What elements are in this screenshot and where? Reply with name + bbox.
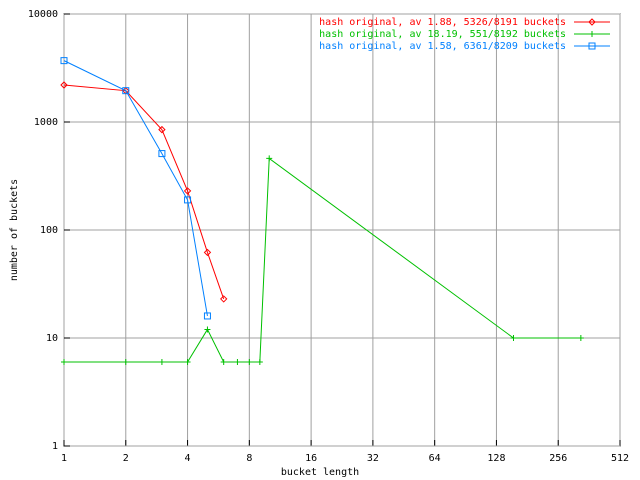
legend-label: hash original, av 1.58, 6361/8209 bucket… [319,41,566,52]
marker [61,358,67,365]
marker [60,57,68,65]
marker [184,358,191,365]
x-tick-label: 256 [549,453,567,464]
marker [577,335,584,341]
marker [204,326,211,333]
x-tick-label: 8 [246,453,252,464]
x-tick-label: 512 [611,453,629,464]
y-tick-label: 10 [46,333,58,344]
marker [220,358,227,365]
x-axis-label: bucket length [281,467,359,478]
y-tick-label: 1 [52,441,58,452]
marker [184,196,192,204]
series-line [63,60,208,317]
legend-label: hash original, av 1.88, 5326/8191 bucket… [319,17,566,28]
x-tick-label: 4 [185,453,191,464]
y-tick-label: 10000 [28,9,58,20]
marker [589,31,595,37]
marker [158,125,166,134]
marker [510,335,517,341]
marker [234,358,241,365]
marker [246,358,253,365]
series-line [63,84,225,300]
marker [122,358,129,365]
x-tick-label: 128 [487,453,505,464]
marker [122,87,130,95]
marker [219,295,228,303]
marker [266,155,273,162]
marker [158,150,166,158]
marker [588,18,596,26]
marker [183,187,192,195]
x-tick-label: 64 [429,453,441,464]
y-axis-label: number of buckets [9,179,20,281]
marker [203,312,211,320]
series-line [64,157,581,363]
y-tick-label: 1000 [34,117,58,128]
x-tick-label: 2 [123,453,129,464]
marker [60,81,68,89]
marker [203,248,212,257]
marker [588,42,596,50]
legend-label: hash original, av 18.19, 551/8192 bucket… [319,29,566,40]
marker [256,358,263,365]
x-tick-label: 1 [61,453,67,464]
x-tick-label: 16 [305,453,317,464]
y-tick-label: 100 [40,225,58,236]
x-tick-label: 32 [367,453,379,464]
marker [158,358,165,365]
